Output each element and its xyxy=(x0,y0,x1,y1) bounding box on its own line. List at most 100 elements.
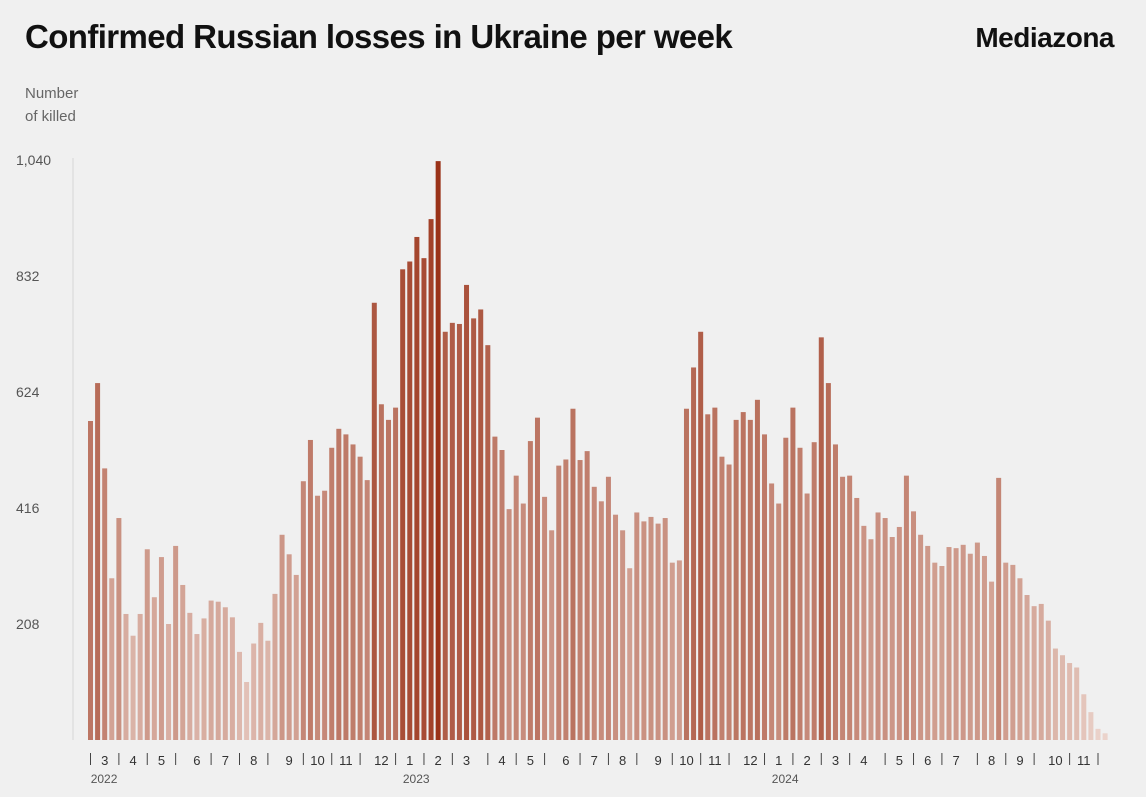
bar xyxy=(1010,564,1016,740)
bar xyxy=(322,490,328,740)
bar xyxy=(307,439,313,740)
y-axis-label: Number of killed xyxy=(25,82,115,128)
month-label: 8 xyxy=(619,753,626,768)
bar xyxy=(1017,578,1023,740)
bar xyxy=(378,404,384,740)
bar xyxy=(442,331,448,740)
bar xyxy=(669,562,675,740)
month-label: 2 xyxy=(435,753,442,768)
y-axis-label-line-1: Number xyxy=(25,85,79,102)
bar xyxy=(953,548,959,740)
bar xyxy=(655,523,661,740)
bar xyxy=(967,553,973,740)
bar xyxy=(194,634,200,740)
bar xyxy=(1060,655,1066,740)
bar xyxy=(329,447,335,740)
bar xyxy=(974,542,980,740)
bar xyxy=(1095,728,1101,740)
bar xyxy=(414,236,420,740)
bar xyxy=(549,530,555,740)
month-label: 1 xyxy=(775,753,782,768)
month-label: 6 xyxy=(193,753,200,768)
bar xyxy=(1052,648,1058,740)
month-label: 3 xyxy=(463,753,470,768)
bar xyxy=(783,437,789,740)
bar xyxy=(144,549,150,740)
bar xyxy=(939,566,945,740)
month-label: 7 xyxy=(222,753,229,768)
bar xyxy=(776,503,782,740)
month-label: 9 xyxy=(654,753,661,768)
bar xyxy=(527,441,533,740)
bar xyxy=(151,597,157,740)
bar xyxy=(797,447,803,740)
bar xyxy=(520,503,526,740)
bar xyxy=(825,383,831,740)
y-axis-label-line-2: of killed xyxy=(25,108,76,125)
bar xyxy=(1003,562,1009,740)
bar xyxy=(357,456,363,740)
bar xyxy=(237,651,242,740)
bar xyxy=(421,258,427,740)
y-tick-label: 416 xyxy=(16,500,40,516)
bar xyxy=(506,509,512,740)
month-label: 8 xyxy=(988,753,995,768)
y-tick-label: 832 xyxy=(16,268,40,284)
month-label: 4 xyxy=(129,753,136,768)
bar xyxy=(868,539,874,740)
bar xyxy=(123,613,129,740)
bar xyxy=(208,600,214,740)
bar xyxy=(556,465,562,740)
month-label: 5 xyxy=(527,753,534,768)
bar xyxy=(449,322,455,740)
bar xyxy=(698,331,704,740)
bar xyxy=(719,456,725,740)
month-label: 3 xyxy=(101,753,108,768)
bar xyxy=(513,475,519,740)
month-label: 3 xyxy=(832,753,839,768)
bar xyxy=(393,407,399,740)
bar xyxy=(946,547,952,740)
bar xyxy=(613,514,619,740)
bar xyxy=(88,421,93,740)
month-label: 4 xyxy=(860,753,867,768)
bar xyxy=(754,399,760,740)
year-label: 2022 xyxy=(91,772,118,786)
bar xyxy=(428,219,434,740)
bar xyxy=(875,512,881,740)
bar xyxy=(1067,663,1073,740)
bar xyxy=(981,555,987,740)
bar xyxy=(932,562,938,740)
y-tick-label: 1,040 xyxy=(16,152,51,168)
bar xyxy=(896,526,902,740)
bar xyxy=(499,450,505,740)
bar xyxy=(683,408,689,740)
bar xyxy=(166,624,172,740)
bar xyxy=(641,521,647,740)
bar xyxy=(350,444,356,740)
bar xyxy=(116,518,122,740)
bar xyxy=(456,323,462,740)
bar xyxy=(854,497,860,740)
bar xyxy=(180,584,186,740)
year-label: 2024 xyxy=(772,772,799,786)
bar xyxy=(634,512,640,740)
bar xyxy=(187,612,193,740)
month-label: 12 xyxy=(743,753,757,768)
bar xyxy=(471,318,477,740)
bar xyxy=(960,544,966,740)
bar xyxy=(577,460,583,740)
bar xyxy=(1088,712,1094,740)
bar xyxy=(1031,606,1037,740)
y-tick-label: 624 xyxy=(16,384,40,400)
bar xyxy=(740,412,746,740)
bar xyxy=(279,534,285,740)
bar xyxy=(733,419,739,740)
bar xyxy=(818,337,824,740)
bar xyxy=(158,557,164,740)
bar xyxy=(840,476,846,740)
month-label: 9 xyxy=(1016,753,1023,768)
bar xyxy=(485,345,491,740)
bar xyxy=(598,501,604,740)
